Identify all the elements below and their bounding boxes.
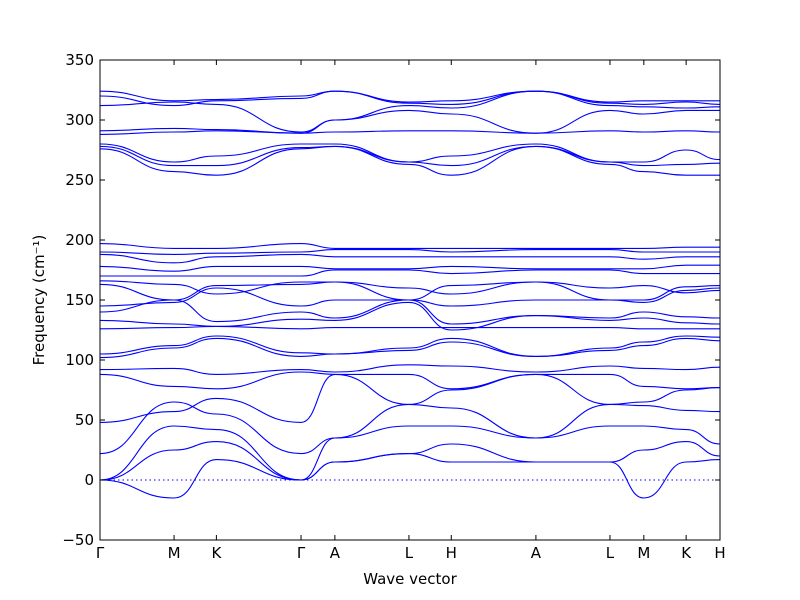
- band-line-19: [99, 249, 720, 255]
- band-line-8: [99, 337, 721, 359]
- x-tick-label: A: [330, 544, 341, 562]
- y-tick-label: 50: [75, 411, 94, 429]
- band-line-23: [99, 143, 721, 163]
- band-line-18: [99, 253, 720, 264]
- x-tick-label: H: [714, 544, 725, 562]
- band-line-4: [99, 401, 721, 455]
- y-tick-label: 200: [65, 231, 94, 249]
- x-tick-label: M: [637, 544, 650, 562]
- band-line-1: [99, 453, 721, 499]
- band-line-16: [100, 269, 721, 277]
- band-line-3: [99, 425, 721, 481]
- band-line-14: [99, 281, 721, 301]
- band-line-11: [99, 301, 721, 331]
- band-line-21: [99, 145, 720, 176]
- band-line-27: [99, 90, 721, 107]
- x-tick-label: A: [531, 544, 542, 562]
- band-line-26: [99, 90, 721, 133]
- band-line-28: [99, 90, 720, 103]
- x-tick-label: K: [681, 544, 692, 562]
- x-tick-label: L: [405, 544, 414, 562]
- band-line-10: [99, 325, 721, 330]
- band-line-20: [99, 243, 720, 249]
- x-tick-label: H: [446, 544, 457, 562]
- band-line-22: [99, 145, 721, 167]
- y-axis-label: Frequency (cm⁻¹): [30, 235, 48, 366]
- band-line-6: [99, 371, 721, 390]
- band-line-17: [99, 264, 720, 272]
- band-line-24: [99, 130, 721, 135]
- band-line-15: [99, 280, 721, 295]
- band-line-2: [99, 441, 721, 481]
- band-line-13: [99, 287, 721, 307]
- band-line-5: [99, 373, 721, 423]
- y-tick-label: 0: [84, 471, 94, 489]
- band-lines: [99, 90, 721, 499]
- x-axis-label: Wave vector: [363, 570, 457, 588]
- band-line-9: [99, 335, 721, 357]
- y-tick-label: −50: [62, 531, 94, 549]
- x-tick-label: Γ: [297, 544, 306, 562]
- y-tick-label: 250: [65, 171, 94, 189]
- y-axis: −50 0 50 100 150 200 250 300 350: [62, 51, 720, 549]
- y-tick-label: 150: [65, 291, 94, 309]
- band-line-7: [99, 364, 721, 375]
- x-tick-label: Γ: [96, 544, 105, 562]
- x-tick-label: L: [606, 544, 615, 562]
- y-tick-label: 350: [65, 51, 94, 69]
- band-line-12: [99, 299, 721, 325]
- x-tick-label: K: [211, 544, 222, 562]
- band-line-25: [99, 109, 720, 134]
- y-tick-label: 100: [65, 351, 94, 369]
- y-tick-label: 300: [65, 111, 94, 129]
- x-tick-label: M: [168, 544, 181, 562]
